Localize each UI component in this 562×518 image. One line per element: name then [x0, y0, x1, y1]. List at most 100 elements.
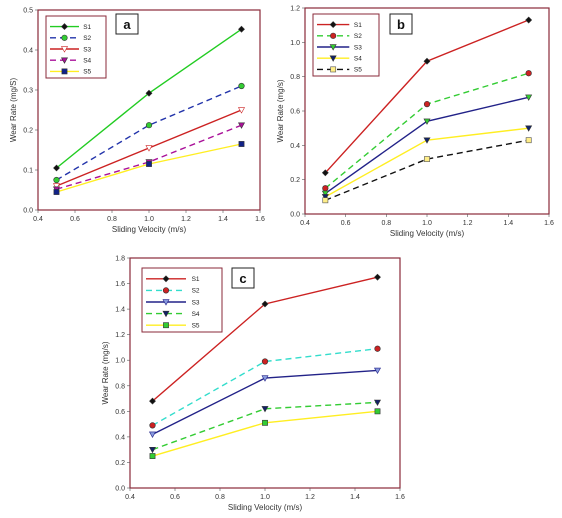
- chart-a-series-s4-marker-2: [237, 122, 246, 129]
- chart-a-series-s2-line: [56, 85, 242, 181]
- chart-a-series-s4-line: [56, 124, 242, 190]
- chart-c-series-s4-marker-2: [373, 399, 382, 407]
- chart-a-series-s1-marker-2: [238, 25, 245, 33]
- chart-a-series-s3-marker-1: [145, 145, 153, 152]
- chart-c-ytick-label: 1.2: [115, 332, 125, 339]
- chart-c-series-s3-marker-2: [373, 367, 382, 375]
- chart-b-legend-s5-label: S5: [354, 67, 362, 74]
- chart-c-xtick-label: 1.2: [305, 494, 315, 501]
- chart-a-xtick-label: 0.8: [107, 216, 117, 223]
- chart-a-series-s2-marker-0: [53, 176, 60, 184]
- chart-a-panel-tag-box: [115, 13, 139, 35]
- chart-b-panel-tag: b: [397, 17, 405, 32]
- chart-c-series-s4-marker-0: [148, 446, 157, 454]
- chart-b-series-s3-marker-2: [525, 94, 533, 101]
- chart-b-legend-s5-marker-0: [330, 66, 337, 73]
- chart-a-series-s1-marker-0: [53, 164, 60, 172]
- chart-c-series-s3-marker-1: [261, 375, 269, 382]
- chart-a-series-s5-marker-1: [146, 161, 152, 167]
- chart-b-panel-tag-box: [389, 13, 413, 35]
- chart-a-series-s3-marker-0: [52, 183, 61, 190]
- chart-c-ytick-label: 1.8: [115, 256, 125, 263]
- chart-c-ytick-label: 0.6: [115, 409, 125, 416]
- chart-a-ytick-label: 0.4: [23, 48, 33, 55]
- chart-c-ytick-label: 1.6: [115, 281, 125, 288]
- chart-c-ytick-label: 0.2: [115, 460, 125, 467]
- chart-b-xtick-label: 0.6: [341, 220, 351, 227]
- chart-c-ytick-label: 1.0: [115, 358, 125, 365]
- chart-a-ytick-label: 0.5: [23, 8, 33, 15]
- chart-a-y-axis-title: Wear Rate (mg/S): [9, 78, 18, 143]
- chart-a-xtick-label: 1.6: [255, 216, 265, 223]
- chart-c-legend-s4-marker-0: [162, 310, 170, 318]
- chart-a-svg: 0.4 0.6 0.8 1.0 1.2 1.4 1.6 0.0 0.1 0.2 0.3 0.4 0.5 S…: [9, 8, 265, 235]
- chart-a-legend-s1-marker-0: [61, 23, 68, 31]
- chart-b-xtick-label: 0.4: [300, 220, 310, 227]
- chart-b-legend-s1-label: S1: [354, 22, 362, 29]
- chart-c-series-s2-marker-0: [149, 422, 156, 429]
- chart-c-legend-s2-marker-0: [162, 287, 170, 294]
- chart-b-series-s4-marker-1: [423, 137, 431, 144]
- chart-c-legend-s3-marker-0: [162, 299, 170, 306]
- chart-c-panel-tag: c: [239, 271, 246, 286]
- chart-c-series-s1-marker-2: [374, 273, 381, 281]
- chart-a-legend-s4-label: S4: [83, 58, 91, 65]
- chart-b-legend-s2-marker-0: [330, 32, 337, 39]
- chart-b-series-s1-marker-1: [423, 57, 431, 65]
- chart-a-legend-s2-label: S2: [83, 35, 91, 42]
- chart-a-xtick-label: 0.6: [70, 216, 80, 223]
- chart-a-series-s3-marker-2: [237, 107, 246, 114]
- chart-c-xtick-label: 0.8: [215, 494, 225, 501]
- chart-c-legend-s4-label: S4: [192, 311, 200, 318]
- chart-c-ytick-label: 1.4: [115, 307, 125, 314]
- chart-c-svg: 0.4 0.6 0.8 1.0 1.2 1.4 1.6 0.0 0.2 0.4 0.6 0.8 1.0 1…: [101, 256, 405, 513]
- chart-c-series-s5-marker-1: [262, 419, 268, 426]
- chart-b-xtick-label: 1.2: [463, 220, 473, 227]
- chart-c-ytick-label: 0.8: [115, 383, 125, 390]
- chart-b-series-s4-marker-0: [321, 194, 329, 201]
- chart-a-legend-s3-marker-0: [60, 46, 69, 53]
- chart-b-series-s2-marker-0: [322, 185, 329, 192]
- chart-c-legend-s1-marker-0: [162, 275, 170, 283]
- chart-a-series-s2-marker-1: [145, 122, 153, 129]
- chart-c-series-s2-marker-2: [374, 345, 381, 352]
- chart-b-xtick-label: 1.4: [503, 220, 513, 227]
- chart-b-ytick-label: 0.0: [290, 212, 300, 219]
- chart-a-panel-tag: a: [123, 17, 131, 32]
- chart-b-ytick-label: 0.4: [290, 143, 300, 150]
- chart-c-panel-tag-box: [231, 267, 255, 289]
- chart-c-legend-s2-label: S2: [192, 288, 200, 295]
- chart-a-series-s5-marker-0: [53, 189, 60, 195]
- chart-a-legend-s4-marker-0: [60, 57, 69, 64]
- chart-a-xtick-label: 1.0: [144, 216, 154, 223]
- chart-panel-a: 0.4 0.6 0.8 1.0 1.2 1.4 1.6 0.0 0.1 0.2 0.3 0.4 0.5 S…: [0, 0, 281, 250]
- chart-panel-b: 0.4 0.6 0.8 1.0 1.2 1.4 1.6 0.0 0.2 0.4 0.6 0.8 1.0 1…: [276, 0, 562, 250]
- chart-c-series-s2-line: [152, 348, 378, 426]
- chart-a-xtick-label: 0.4: [33, 216, 43, 223]
- chart-b-legend-box: [312, 13, 380, 77]
- chart-b-legend-s3-marker-0: [329, 44, 337, 51]
- chart-b-legend-s4-marker-0: [329, 55, 337, 62]
- chart-a-series-s2-marker-2: [238, 82, 245, 90]
- chart-c-series-s5-marker-2: [374, 408, 381, 415]
- chart-a-legend-s1-label: S1: [83, 24, 91, 31]
- chart-a-legend-box: [45, 15, 107, 79]
- chart-a-series-s5-marker-2: [238, 141, 245, 147]
- chart-a-ytick-label: 0.2: [23, 128, 33, 135]
- chart-b-legend-s2-label: S2: [354, 33, 362, 40]
- chart-b-y-axis-title: Wear Rate (mg/s): [276, 79, 285, 142]
- chart-b-xtick-label: 1.0: [422, 220, 432, 227]
- chart-c-xtick-label: 0.4: [125, 494, 135, 501]
- chart-c-series-s4-marker-1: [261, 406, 269, 413]
- chart-c-series-s3-marker-0: [148, 431, 157, 438]
- chart-a-xtick-label: 1.4: [218, 216, 228, 223]
- chart-b-ytick-label: 0.6: [290, 109, 300, 116]
- chart-b-series-s2-marker-2: [525, 70, 532, 77]
- chart-c-xtick-label: 1.0: [260, 494, 270, 501]
- chart-b-legend-s1-marker-0: [329, 21, 337, 29]
- chart-b-ytick-label: 1.0: [290, 40, 300, 47]
- chart-c-series-s1-marker-1: [261, 300, 269, 308]
- chart-a-legend-s5-label: S5: [83, 69, 91, 76]
- chart-b-svg: 0.4 0.6 0.8 1.0 1.2 1.4 1.6 0.0 0.2 0.4 0.6 0.8 1.0 1…: [276, 6, 554, 239]
- chart-a-ytick-label: 0.0: [23, 208, 33, 215]
